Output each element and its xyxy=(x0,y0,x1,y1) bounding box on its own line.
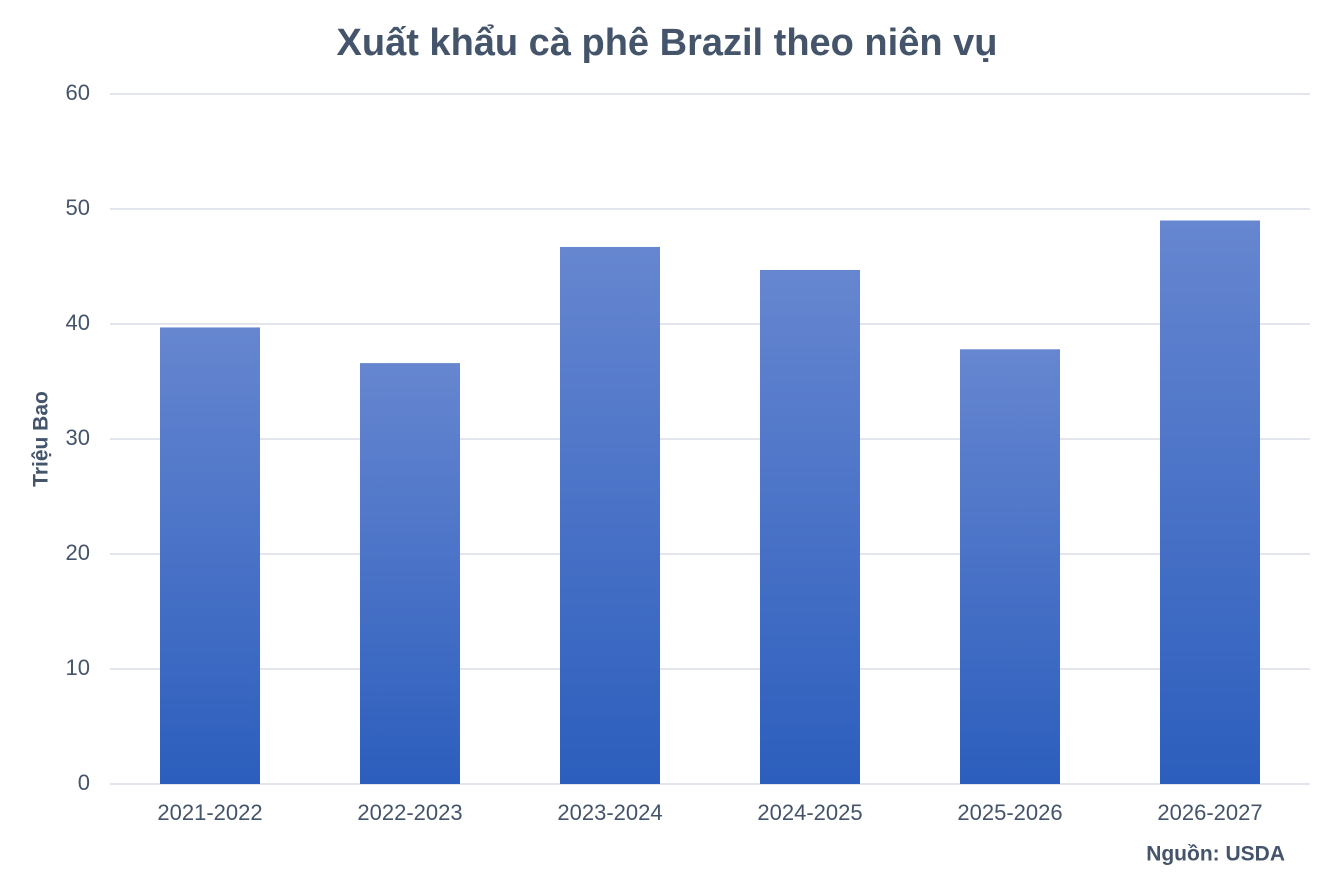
bar xyxy=(960,349,1060,784)
source-note: Nguồn: USDA xyxy=(1146,843,1285,866)
x-tick-label: 2026-2027 xyxy=(1157,800,1262,825)
chart-title: Xuất khẩu cà phê Brazil theo niên vụ xyxy=(337,22,998,64)
bar xyxy=(1160,220,1260,784)
x-tick-label: 2022-2023 xyxy=(357,800,462,825)
y-tick-label: 20 xyxy=(66,540,90,565)
x-tick-label: 2021-2022 xyxy=(157,800,262,825)
x-tick-label: 2024-2025 xyxy=(757,800,862,825)
bar xyxy=(760,269,860,784)
y-axis-label: Triệu Bao xyxy=(30,391,53,487)
y-tick-label: 0 xyxy=(78,770,90,795)
bar xyxy=(560,246,660,784)
y-tick-label: 10 xyxy=(66,655,90,680)
x-tick-label: 2025-2026 xyxy=(957,800,1062,825)
y-tick-label: 30 xyxy=(66,425,90,450)
y-tick-label: 60 xyxy=(66,80,90,105)
y-tick-label: 40 xyxy=(66,310,90,335)
bar xyxy=(160,327,260,784)
bar xyxy=(360,363,460,784)
x-tick-label: 2023-2024 xyxy=(557,800,662,825)
y-tick-label: 50 xyxy=(66,195,90,220)
